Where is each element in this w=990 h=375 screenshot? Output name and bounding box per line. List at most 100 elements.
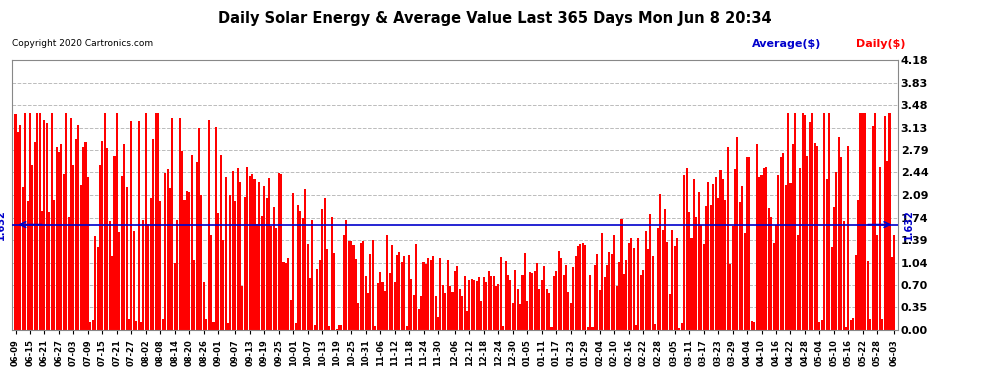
Bar	[797, 235, 799, 330]
Bar	[478, 277, 480, 330]
Bar	[346, 220, 347, 330]
Bar	[676, 238, 678, 330]
Bar	[893, 235, 895, 330]
Bar	[804, 116, 806, 330]
Bar	[396, 255, 398, 330]
Bar	[485, 282, 487, 330]
Text: Daily Solar Energy & Average Value Last 365 Days Mon Jun 8 20:34: Daily Solar Energy & Average Value Last …	[218, 11, 772, 26]
Bar	[89, 322, 91, 330]
Bar	[548, 293, 550, 330]
Bar	[838, 137, 840, 330]
Bar	[722, 179, 724, 330]
Bar	[237, 168, 239, 330]
Bar	[136, 321, 138, 330]
Bar	[616, 286, 618, 330]
Bar	[886, 161, 888, 330]
Bar	[319, 260, 321, 330]
Bar	[505, 261, 507, 330]
Bar	[517, 289, 519, 330]
Bar	[852, 318, 854, 330]
Bar	[727, 147, 729, 330]
Bar	[507, 275, 509, 330]
Bar	[196, 162, 198, 330]
Bar	[604, 277, 606, 330]
Bar	[143, 220, 145, 330]
Bar	[415, 244, 418, 330]
Bar	[354, 259, 357, 330]
Bar	[253, 179, 255, 330]
Bar	[755, 144, 757, 330]
Bar	[331, 217, 333, 330]
Bar	[594, 265, 596, 330]
Bar	[775, 225, 777, 330]
Bar	[82, 147, 84, 330]
Bar	[734, 169, 736, 330]
Bar	[17, 132, 19, 330]
Bar	[539, 289, 541, 330]
Bar	[794, 113, 796, 330]
Bar	[833, 207, 835, 330]
Bar	[178, 118, 181, 330]
Bar	[497, 284, 499, 330]
Bar	[579, 244, 581, 330]
Bar	[555, 271, 557, 330]
Bar	[244, 197, 246, 330]
Bar	[364, 276, 366, 330]
Bar	[362, 241, 364, 330]
Bar	[338, 325, 340, 330]
Bar	[159, 201, 161, 330]
Bar	[213, 322, 215, 330]
Bar	[758, 177, 760, 330]
Bar	[217, 213, 220, 330]
Bar	[584, 245, 586, 330]
Bar	[391, 245, 393, 330]
Bar	[765, 167, 767, 330]
Bar	[574, 256, 576, 330]
Bar	[862, 113, 864, 330]
Bar	[601, 233, 603, 330]
Bar	[239, 182, 241, 330]
Bar	[148, 224, 149, 330]
Bar	[864, 113, 866, 330]
Bar	[60, 144, 62, 330]
Bar	[251, 174, 253, 330]
Bar	[869, 319, 871, 330]
Bar	[198, 128, 200, 330]
Bar	[384, 291, 386, 330]
Bar	[669, 294, 671, 330]
Bar	[215, 127, 217, 330]
Bar	[186, 191, 188, 330]
Bar	[879, 167, 881, 330]
Bar	[842, 220, 844, 330]
Bar	[408, 255, 410, 330]
Bar	[792, 144, 794, 330]
Bar	[599, 290, 601, 330]
Bar	[532, 273, 534, 330]
Bar	[527, 301, 529, 330]
Bar	[138, 121, 140, 330]
Bar	[871, 126, 873, 330]
Bar	[524, 253, 526, 330]
Bar	[255, 224, 258, 330]
Bar	[111, 256, 113, 330]
Bar	[550, 327, 552, 330]
Bar	[32, 165, 34, 330]
Bar	[534, 271, 536, 330]
Bar	[329, 326, 331, 330]
Bar	[613, 235, 615, 330]
Bar	[729, 264, 732, 330]
Bar	[440, 258, 442, 330]
Bar	[544, 266, 545, 330]
Bar	[379, 272, 381, 330]
Bar	[732, 225, 734, 330]
Bar	[72, 165, 74, 330]
Bar	[621, 219, 623, 330]
Bar	[247, 167, 248, 330]
Bar	[785, 185, 787, 330]
Bar	[203, 282, 205, 330]
Bar	[106, 148, 108, 330]
Bar	[824, 113, 826, 330]
Bar	[640, 275, 642, 330]
Bar	[710, 205, 712, 330]
Bar	[633, 248, 635, 330]
